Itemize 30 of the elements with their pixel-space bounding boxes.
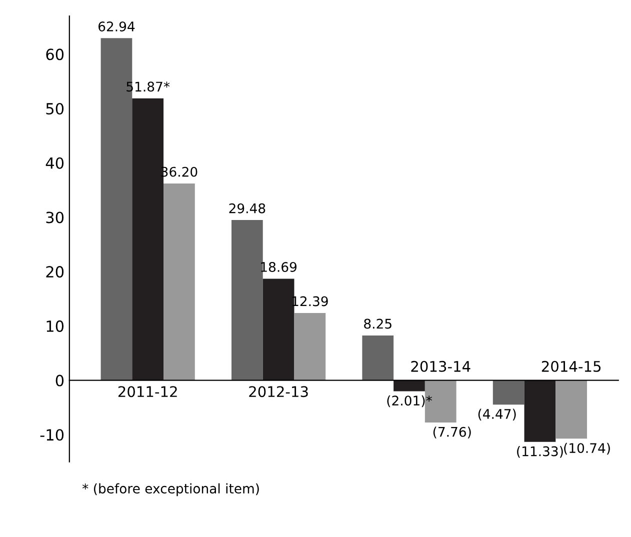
y-tick-label: 60	[46, 48, 64, 60]
y-tick-label: 30	[46, 212, 64, 224]
x-tick-label: 2012-13	[249, 386, 308, 398]
data-label: (10.74)	[564, 442, 610, 455]
bar	[262, 278, 294, 380]
data-label: 8.25	[364, 318, 392, 329]
bar	[394, 380, 425, 392]
y-tick-label: 40	[46, 157, 64, 169]
y-tick-label: -10	[40, 429, 64, 441]
data-label: (4.47)	[478, 408, 516, 421]
data-label: (2.01)*	[387, 395, 432, 408]
data-label: 62.94	[98, 21, 135, 32]
data-label: (7.76)	[433, 426, 471, 438]
data-label: 29.48	[229, 203, 266, 214]
y-tick-label: 0	[56, 374, 64, 386]
y-tick-label: 50	[46, 102, 64, 115]
bar	[231, 220, 263, 380]
y-tick-label: 10	[46, 320, 64, 332]
x-tick-label: 2011-12	[118, 386, 177, 398]
bar	[556, 380, 588, 439]
x-tick-label: 2014-15	[542, 360, 601, 372]
text: * (before exceptional item)	[82, 483, 259, 496]
bar	[294, 312, 326, 380]
x-tick-label: 2013-14	[411, 360, 470, 372]
bar	[164, 184, 195, 380]
bar	[524, 380, 556, 442]
bar	[362, 335, 394, 380]
bar	[492, 380, 524, 405]
data-label: (11.33)	[517, 446, 563, 458]
y-tick-label: 20	[46, 266, 64, 278]
